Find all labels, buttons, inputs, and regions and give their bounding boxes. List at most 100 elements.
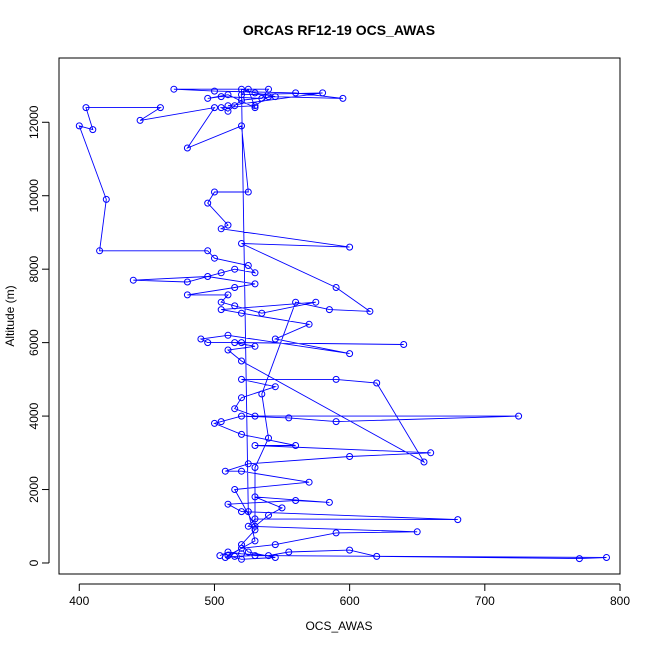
plot-frame	[58, 57, 621, 575]
x-axis-label: OCS_AWAS	[305, 619, 372, 633]
data-point	[271, 541, 279, 549]
data-point	[211, 87, 218, 95]
data-point	[305, 320, 313, 328]
data-point	[366, 307, 374, 315]
data-point	[251, 522, 259, 530]
data-point	[258, 309, 266, 317]
data-point	[224, 291, 232, 299]
data-point	[136, 116, 144, 124]
data-point	[231, 265, 239, 273]
x-tick-label: 600	[340, 594, 360, 608]
data-point	[312, 298, 320, 306]
data-point	[217, 269, 225, 277]
data-point	[251, 552, 259, 560]
data-point	[325, 498, 333, 506]
data-point	[238, 430, 245, 438]
data-point	[204, 199, 212, 207]
data-point	[332, 418, 340, 426]
data-point	[238, 412, 245, 420]
data-point	[244, 188, 252, 196]
data-point	[204, 247, 212, 255]
data-point	[427, 449, 435, 457]
data-point	[183, 291, 191, 299]
data-point	[346, 546, 354, 554]
data-point	[244, 85, 252, 93]
data-point	[217, 93, 225, 101]
y-axis-label: Altitude (m)	[3, 285, 17, 346]
series-line	[78, 88, 607, 560]
data-point	[221, 467, 229, 475]
data-point	[231, 302, 239, 310]
data-point	[515, 412, 523, 420]
data-point	[251, 269, 259, 277]
data-point	[238, 309, 245, 317]
data-point	[265, 434, 272, 442]
y-tick-label: 10000	[27, 179, 41, 213]
data-point	[244, 522, 252, 530]
data-point	[332, 284, 340, 291]
data-point	[231, 339, 239, 347]
data-point	[251, 526, 259, 534]
data-point	[265, 85, 272, 93]
data-point	[224, 102, 232, 110]
data-point	[156, 104, 164, 112]
data-point	[346, 453, 354, 460]
data-point	[96, 247, 104, 255]
data-point	[231, 552, 239, 560]
data-point	[319, 89, 327, 97]
y-tick-label: 6000	[27, 329, 41, 356]
data-point	[285, 414, 293, 422]
data-point	[183, 278, 191, 286]
data-point	[292, 442, 300, 449]
data-point	[244, 508, 252, 516]
data-point	[271, 93, 279, 101]
data-point	[238, 508, 245, 516]
data-point	[244, 548, 252, 556]
data-point	[224, 221, 232, 229]
data-point	[224, 91, 232, 99]
chart-title: ORCAS RF12-19 OCS_AWAS	[243, 22, 435, 38]
data-point	[575, 555, 583, 563]
data-point	[339, 94, 347, 102]
x-tick-label: 700	[475, 594, 495, 608]
y-axis: 0 2000 4000 6000 8000 10000 12000	[27, 105, 50, 566]
data-point	[238, 375, 245, 383]
data-point	[265, 511, 272, 519]
data-point	[238, 240, 245, 247]
data-point	[251, 442, 259, 449]
data-point	[292, 89, 300, 97]
data-point	[211, 419, 218, 427]
data-point	[75, 122, 83, 130]
data-point	[251, 515, 259, 523]
x-tick-label: 400	[69, 594, 89, 608]
data-point	[420, 458, 428, 466]
data-point	[204, 94, 212, 102]
data-point	[258, 94, 266, 102]
data-point	[251, 280, 259, 288]
data-point	[217, 306, 225, 314]
data-point	[238, 122, 245, 130]
data-point	[183, 144, 191, 152]
data-point	[325, 306, 333, 314]
data-point	[373, 379, 381, 387]
x-tick-label: 500	[204, 594, 224, 608]
data-point	[244, 262, 252, 269]
data-point	[332, 529, 340, 537]
data-point	[217, 225, 225, 233]
data-point	[251, 464, 259, 471]
y-tick-label: 0	[27, 559, 41, 566]
data-point	[265, 93, 272, 101]
data-point	[258, 390, 266, 398]
y-tick-label: 8000	[27, 256, 41, 283]
y-tick-label: 12000	[27, 105, 41, 139]
data-point	[292, 298, 300, 306]
data-point	[265, 552, 272, 560]
data-point	[603, 554, 610, 561]
data-point	[400, 341, 408, 348]
data-point	[129, 276, 137, 284]
data-point	[224, 548, 232, 556]
series-lines	[78, 88, 607, 560]
x-axis: 400 500 600 700 800	[69, 583, 630, 608]
